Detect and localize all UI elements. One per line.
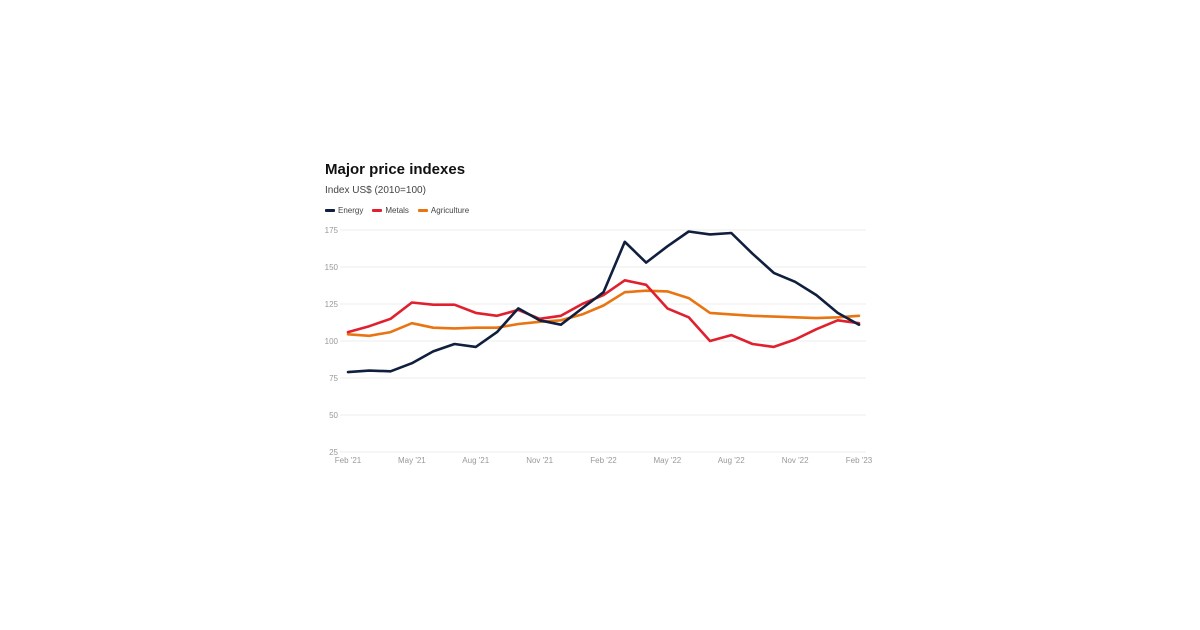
x-tick-label: May '21 <box>398 456 426 465</box>
x-tick-label: Feb '22 <box>590 456 617 465</box>
legend-item-energy: Energy <box>325 206 363 215</box>
legend-swatch <box>325 209 335 212</box>
x-tick-label: Nov '21 <box>526 456 553 465</box>
legend-swatch <box>417 209 428 212</box>
y-tick-label: 125 <box>325 300 339 309</box>
x-tick-label: Aug '21 <box>462 456 489 465</box>
legend-label: Energy <box>338 206 364 215</box>
y-tick-label: 100 <box>325 337 339 346</box>
y-tick-label: 150 <box>325 263 339 272</box>
x-tick-label: Feb '23 <box>846 456 873 465</box>
legend-label: Agriculture <box>430 206 470 215</box>
legend-item-agriculture: Agriculture <box>417 206 470 215</box>
series-line-energy <box>346 230 861 374</box>
x-tick-label: Aug '22 <box>718 456 745 465</box>
series-line-agriculture <box>346 289 861 338</box>
legend-item-metals: Metals <box>372 206 409 215</box>
x-tick-label: Nov '22 <box>782 456 809 465</box>
y-tick-label: 75 <box>329 374 338 383</box>
y-tick-label: 25 <box>329 448 338 457</box>
legend: Energy Metals Agriculture <box>325 206 469 215</box>
x-tick-label: Feb '21 <box>335 456 362 465</box>
chart-subtitle: Index US$ (2010=100) <box>325 185 426 196</box>
y-tick-label: 50 <box>329 411 338 420</box>
series-line-metals <box>346 278 861 349</box>
x-tick-label: May '22 <box>653 456 681 465</box>
chart-title: Major price indexes <box>325 161 466 178</box>
y-tick-label: 175 <box>325 226 339 235</box>
legend-swatch <box>372 209 383 212</box>
legend-label: Metals <box>385 206 409 215</box>
